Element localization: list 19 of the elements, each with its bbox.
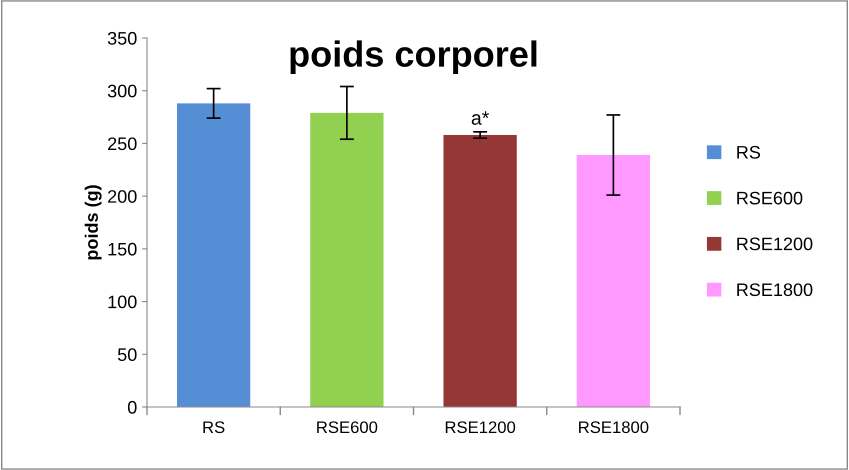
y-tick-label: 250 [108, 137, 137, 150]
y-tick-label: 200 [108, 190, 137, 203]
y-tick-label: 0 [128, 400, 137, 414]
legend-label: RSE1800 [737, 283, 812, 296]
legend-label: RS [737, 146, 760, 159]
legend-label: RSE600 [737, 192, 802, 204]
y-tick-label: 50 [118, 348, 137, 362]
x-tick-label: RSE1200 [446, 421, 516, 434]
x-tick-label: RS [203, 421, 224, 434]
y-tick-label: 150 [108, 242, 137, 256]
y-tick-label: 100 [108, 296, 137, 308]
annotation: a* [472, 111, 490, 125]
x-tick-label: RSE1800 [579, 421, 648, 434]
y-tick-label: 300 [108, 84, 137, 98]
x-tick-label: RSE600 [317, 421, 378, 434]
legend-label: RSE1200 [737, 238, 812, 250]
chart-title: poids corporel [290, 40, 536, 74]
y-axis-title: poids (g) [84, 185, 102, 260]
y-tick-label: 350 [108, 32, 137, 45]
